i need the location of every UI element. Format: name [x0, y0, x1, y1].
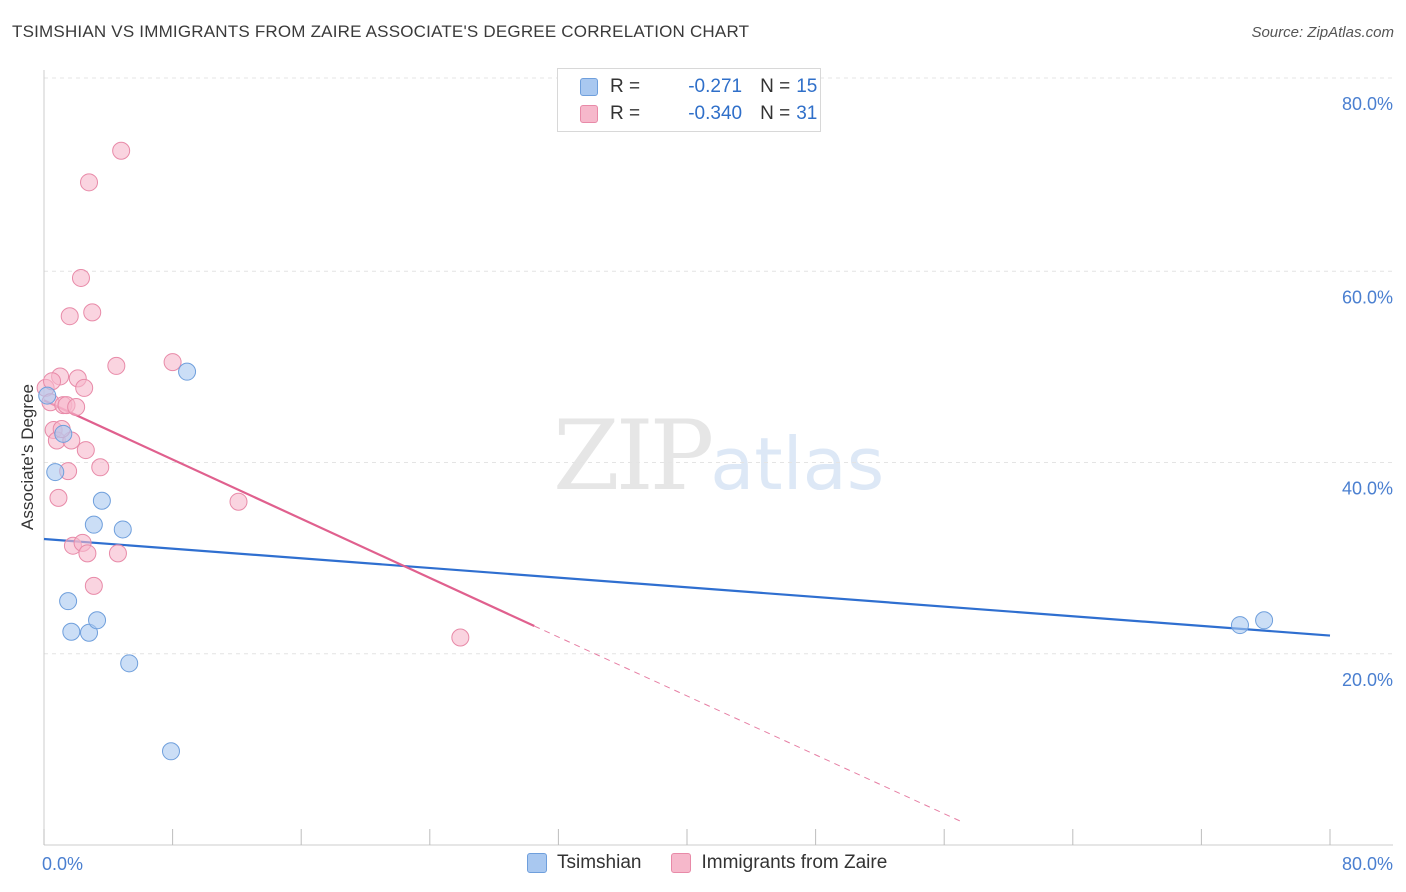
y-tick-label: 60.0%: [1342, 287, 1393, 307]
y-axis-tick-labels: 20.0% 40.0% 60.0% 80.0%: [1342, 94, 1393, 690]
source-credit: Source: ZipAtlas.com: [1251, 24, 1394, 41]
immigrants-from-zaire-point: [71, 268, 90, 287]
n-value: 15: [796, 76, 818, 97]
tsimshian-point: [92, 491, 111, 510]
y-tick-label: 40.0%: [1342, 479, 1393, 499]
series-legend: Tsimshian Immigrants from Zaire: [527, 852, 917, 874]
tsimshian-point: [120, 654, 139, 673]
x-axis-tick-labels: 0.0% 80.0%: [42, 854, 1393, 874]
r-value: -0.340: [688, 103, 743, 124]
immigrants-from-zaire-point: [112, 141, 131, 160]
immigrants-from-zaire-point: [84, 576, 103, 595]
legend-row-tsimshian: R = -0.271 N = 15: [580, 74, 817, 100]
immigrants-from-zaire-point: [75, 378, 94, 397]
trend-line-tsimshian: [43, 537, 1331, 637]
immigrants-from-zaire-point: [451, 628, 470, 647]
immigrants-from-zaire-point: [67, 398, 86, 417]
tsimshian-point: [113, 520, 132, 539]
tsimshian-point: [59, 592, 78, 611]
gridlines: [44, 77, 1393, 655]
axes: [43, 70, 1393, 846]
r-value: -0.271: [688, 76, 743, 97]
x-axis-ticks: [43, 829, 1331, 845]
immigrants-from-zaire-point: [49, 488, 68, 507]
immigrants-from-zaire-point: [60, 307, 79, 326]
tsimshian-point: [178, 362, 197, 381]
tsimshian-point: [88, 611, 107, 630]
trend-lines: [43, 399, 1331, 822]
n-value: 31: [796, 103, 818, 124]
trend-line-extension: [534, 625, 961, 822]
legend-swatch-immigrants-from-zaire: [671, 853, 692, 873]
immigrants-from-zaire-point: [83, 303, 102, 322]
immigrants-from-zaire-point: [78, 544, 97, 563]
immigrants-from-zaire-point: [107, 356, 126, 375]
stats-legend: R = -0.271 N = 15 R = -0.340 N = 31: [557, 68, 821, 132]
y-axis-title: Associate's Degree: [18, 384, 37, 530]
tsimshian-point: [161, 742, 180, 761]
tsimshian-point: [84, 515, 103, 534]
tsimshian-point: [38, 386, 57, 405]
legend-swatch-immigrants-from-zaire: [580, 105, 598, 123]
watermark: ZIPatlas: [553, 400, 884, 512]
x-tick-label: 80.0%: [1342, 854, 1393, 874]
watermark-zip: ZIP: [553, 400, 714, 512]
tsimshian-point: [1230, 616, 1249, 635]
trend-line-immigrants-from-zaire: [43, 399, 535, 628]
immigrants-from-zaire-point: [80, 173, 99, 192]
legend-item-immigrants-from-zaire[interactable]: Immigrants from Zaire: [671, 852, 887, 874]
legend-item-tsimshian[interactable]: Tsimshian: [527, 852, 641, 874]
n-label: N =: [760, 103, 791, 124]
immigrants-from-zaire-point: [76, 441, 95, 460]
tsimshian-point: [62, 622, 81, 641]
y-tick-label: 80.0%: [1342, 94, 1393, 114]
r-label: R =: [610, 76, 641, 97]
r-label: R =: [610, 103, 641, 124]
y-tick-label: 20.0%: [1342, 670, 1393, 690]
n-label: N =: [760, 76, 791, 97]
data-points: [36, 141, 1274, 761]
tsimshian-point: [46, 463, 65, 482]
legend-label-tsimshian: Tsimshian: [557, 852, 642, 873]
immigrants-from-zaire-point: [229, 492, 248, 511]
legend-swatch-tsimshian: [580, 78, 598, 96]
x-tick-label: 0.0%: [42, 854, 83, 874]
watermark-atlas: atlas: [710, 422, 885, 506]
legend-label-immigrants-from-zaire: Immigrants from Zaire: [701, 852, 888, 873]
tsimshian-point: [1255, 611, 1274, 630]
tsimshian-point: [54, 424, 73, 443]
immigrants-from-zaire-point: [91, 458, 110, 477]
chart-title: TSIMSHIAN VS IMMIGRANTS FROM ZAIRE ASSOC…: [12, 22, 750, 41]
immigrants-from-zaire-point: [108, 544, 127, 563]
immigrants-from-zaire-point: [163, 353, 182, 372]
legend-swatch-tsimshian: [527, 853, 547, 873]
legend-row-immigrants-from-zaire: R = -0.340 N = 31: [580, 101, 817, 127]
